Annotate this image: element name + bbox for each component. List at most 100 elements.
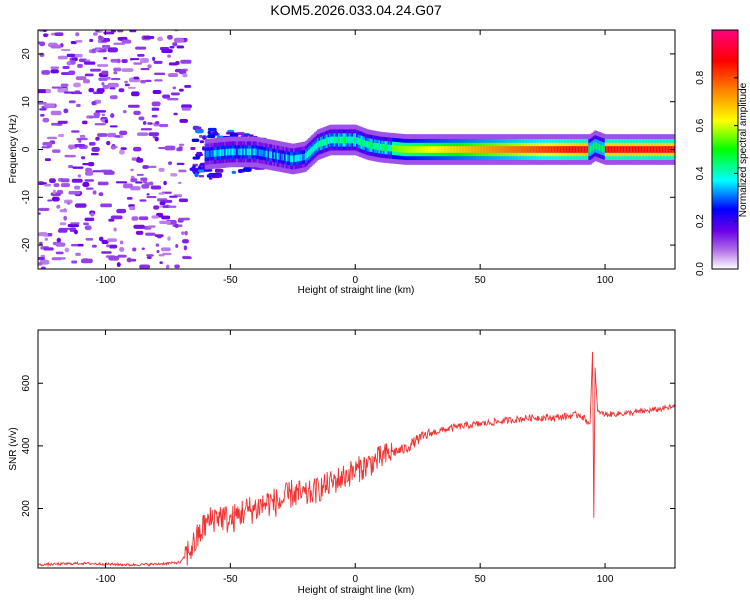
- spectrogram-cell: [570, 146, 573, 153]
- spectrogram-cell: [178, 146, 183, 150]
- spectrogram-cell: [56, 204, 61, 209]
- spectrogram-cell: [281, 153, 284, 161]
- spectrogram-cell: [246, 148, 249, 156]
- spectrogram-cell: [374, 142, 377, 150]
- spectrogram-cell: [173, 112, 178, 116]
- spectrogram-cell: [154, 79, 163, 82]
- spectrogram-cell: [308, 149, 311, 157]
- spectrogram-cell: [359, 138, 362, 146]
- spectrogram-cell: [312, 145, 315, 153]
- spectrogram-cell: [637, 146, 641, 153]
- spectrogram-cell: [126, 196, 133, 200]
- spectrogram-cell: [320, 140, 323, 147]
- spectrogram-cell: [45, 88, 52, 94]
- spectrogram-cell: [84, 73, 94, 77]
- spectrogram-cell: [330, 136, 333, 144]
- spectrogram-cell: [108, 218, 115, 222]
- spectrogram-cell: [318, 140, 321, 148]
- spectrogram-cell: [392, 144, 395, 152]
- spectrogram-cell: [68, 164, 74, 169]
- spectrogram-cell: [658, 146, 662, 153]
- spectrogram-cell: [119, 240, 124, 245]
- spectrogram-cell: [664, 146, 668, 153]
- spectrogram-cell: [78, 58, 87, 63]
- spectrogram-cell: [649, 146, 653, 153]
- spectrogram-cell: [116, 58, 121, 64]
- spectrogram-cell: [75, 40, 83, 43]
- spectrogram-cell: [219, 149, 222, 157]
- spectrogram-cell: [278, 153, 281, 160]
- spectrogram-cell: [643, 146, 647, 153]
- spectrogram-cell: [63, 108, 69, 114]
- spectrogram-cell: [652, 146, 656, 153]
- spectrogram-cell: [429, 146, 432, 153]
- spectrogram-cell: [80, 156, 86, 160]
- spectrogram-cell: [66, 61, 72, 66]
- spectrogram-cell: [221, 149, 224, 157]
- spectrogram-cell: [227, 129, 235, 132]
- spectrogram-cell: [149, 181, 154, 186]
- spectrogram-cell: [492, 146, 495, 153]
- spectrogram-cell: [208, 177, 213, 180]
- spectrogram-cell: [231, 170, 237, 174]
- spectrogram-cell: [438, 146, 441, 153]
- spectrogram-cell: [508, 146, 512, 153]
- spectrogram-cell: [107, 47, 119, 53]
- spectrogram-cell: [93, 112, 101, 117]
- spectrogram-cell: [360, 138, 363, 146]
- spectrogram-cell: [81, 120, 88, 125]
- spectrogram-cell: [169, 46, 175, 49]
- spectrogram-cell: [132, 247, 137, 252]
- spectrogram-cell: [237, 169, 243, 174]
- spectrogram-cell: [175, 243, 179, 248]
- spectrogram-cell: [341, 136, 344, 144]
- spectrogram-cell: [51, 86, 63, 89]
- spectrogram-cell: [195, 128, 204, 134]
- spectrogram-cell: [303, 153, 306, 161]
- spectrogram-cell: [39, 241, 43, 245]
- spectrogram-cell: [342, 136, 345, 144]
- spectrogram-cell: [124, 80, 128, 84]
- spectrogram-cell: [85, 187, 94, 190]
- spectrogram-cell: [421, 146, 425, 153]
- spectrogram-cell: [51, 196, 60, 202]
- spectrogram-cell: [351, 136, 354, 144]
- spectrogram-cell: [150, 185, 162, 190]
- spectrogram-cell: [101, 113, 106, 117]
- spectrogram-cell: [365, 140, 368, 148]
- spectrogram-cell: [41, 70, 51, 75]
- spectrogram-cell: [595, 142, 599, 150]
- x-tick-label: -100: [95, 574, 115, 585]
- spectrogram-cell: [423, 146, 426, 153]
- spectrogram-cell: [357, 137, 360, 145]
- spectrogram-cell: [77, 63, 83, 68]
- spectrogram-cell: [140, 68, 150, 71]
- y-tick-label: 20: [21, 48, 32, 60]
- spectrogram-cell: [432, 146, 435, 153]
- spectrogram-cell: [109, 95, 118, 100]
- spectrogram-cell: [147, 225, 156, 228]
- spectrogram-cell: [202, 146, 206, 151]
- spectrogram-cell: [290, 155, 293, 163]
- spectrogram-cell: [386, 144, 389, 152]
- spectrogram-cell: [129, 30, 137, 33]
- spectrogram-cell: [236, 148, 239, 156]
- spectrogram-cell: [192, 156, 200, 160]
- spectrogram-cell: [192, 165, 196, 169]
- spectrogram-cell: [481, 146, 485, 153]
- spectrogram-cell: [227, 148, 230, 156]
- spectrogram-cell: [314, 144, 317, 151]
- spectrogram-cell: [592, 143, 596, 151]
- spectrogram-cell: [146, 256, 152, 259]
- spectrogram-cell: [468, 146, 471, 153]
- colorbar-label: Normalized spectral amplitude: [738, 82, 749, 217]
- spectrogram-cell: [338, 136, 341, 144]
- spectrogram-cell: [378, 143, 381, 151]
- spectrogram-cell: [601, 145, 605, 152]
- spectrogram-cell: [613, 146, 617, 153]
- spectrogram-cell: [60, 178, 70, 183]
- spectrogram-cell: [158, 167, 165, 172]
- spectrogram-cell: [276, 152, 279, 160]
- spectrogram-cell: [218, 149, 221, 157]
